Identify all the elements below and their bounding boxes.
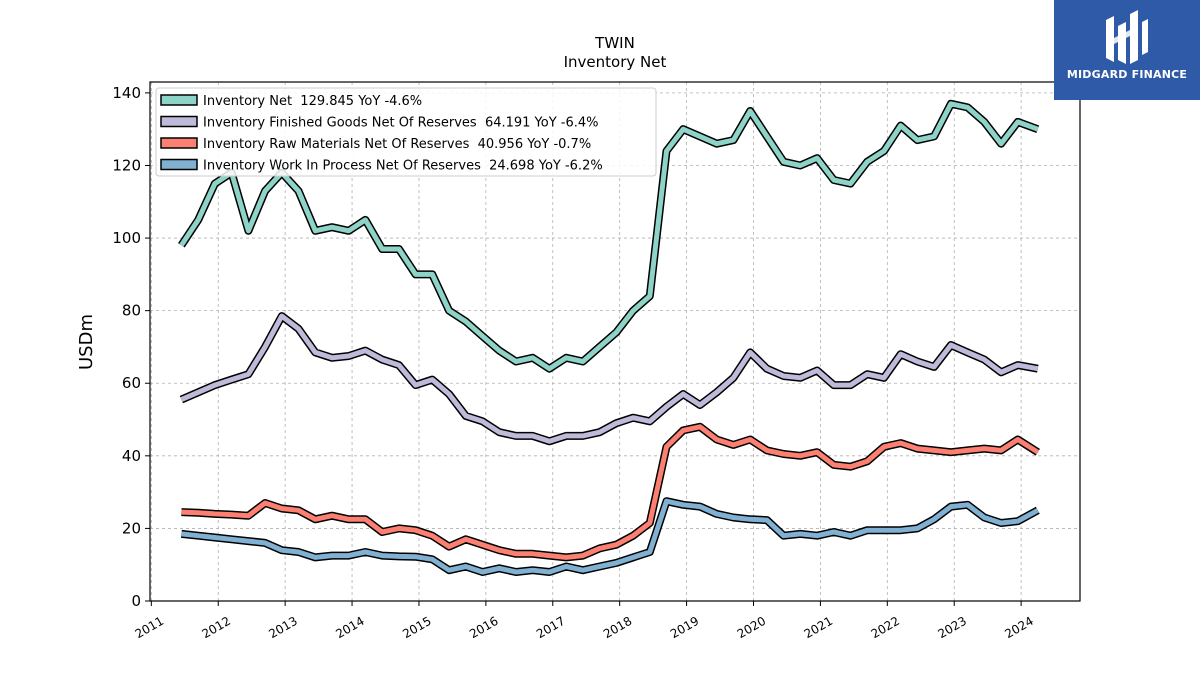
legend-label: Inventory Raw Materials Net Of Reserves …	[203, 137, 591, 152]
x-tick-label: 2015	[400, 614, 433, 641]
chart-title: TWIN	[594, 34, 635, 52]
series-3-line	[181, 424, 1040, 560]
y-tick-label: 140	[112, 84, 141, 102]
legend-swatch	[160, 115, 198, 128]
x-tick-label: 2020	[735, 614, 768, 641]
x-tick-label: 2023	[935, 614, 968, 641]
legend-box	[155, 87, 657, 177]
midgard-logo-icon	[1106, 10, 1148, 64]
series-4-line	[181, 498, 1039, 575]
x-tick-label: 2024	[1002, 614, 1035, 641]
series-2-line	[180, 313, 1039, 444]
y-tick-label: 80	[122, 302, 141, 320]
y-tick-label: 20	[122, 519, 141, 537]
x-tick-label: 2011	[133, 614, 166, 641]
x-tick-label: 2014	[333, 614, 366, 641]
x-tick-label: 2016	[467, 614, 500, 641]
series-4-outline	[180, 497, 1040, 576]
legend-swatch	[160, 137, 198, 149]
x-tick-label: 2012	[200, 614, 233, 641]
legend-label: Inventory Work In Process Net Of Reserve…	[203, 159, 603, 174]
y-tick-label: 60	[122, 374, 141, 392]
x-tick-label: 2021	[802, 614, 835, 641]
y-tick-label: 0	[131, 592, 141, 610]
y-tick-label: 120	[112, 156, 141, 174]
chart-subtitle: Inventory Net	[564, 53, 667, 71]
series-lines	[178, 99, 1040, 576]
brand-logo: MIDGARD FINANCE	[1054, 0, 1200, 100]
series-1-line	[179, 101, 1039, 372]
brand-name: MIDGARD FINANCE	[1066, 68, 1188, 81]
x-tick-label: 2018	[601, 614, 634, 641]
legend: Inventory Net 129.845 YoY -4.6% Inventory…	[155, 87, 657, 177]
x-tick-label: 2022	[869, 614, 902, 641]
legend-swatch	[160, 158, 198, 171]
legend-swatch	[160, 94, 198, 106]
y-tick-label: 40	[122, 447, 141, 465]
y-tick-label: 100	[112, 229, 141, 247]
y-axis-ticks: 0 20 40 60 80 100 120 140	[112, 84, 150, 610]
plot-frame	[149, 81, 1081, 602]
x-tick-label: 2019	[668, 614, 701, 641]
y-axis-label: USDm	[76, 314, 97, 370]
legend-label: Inventory Finished Goods Net Of Reserves…	[203, 116, 599, 131]
x-axis-ticks: 2011 2012 2013 2014 2015 2016 2017 2018 2019 2020…	[133, 601, 1036, 641]
x-tick-label: 2013	[266, 614, 299, 641]
x-tick-label: 2017	[534, 614, 567, 641]
legend-label: Inventory Net 129.845 YoY -4.6%	[203, 94, 422, 109]
